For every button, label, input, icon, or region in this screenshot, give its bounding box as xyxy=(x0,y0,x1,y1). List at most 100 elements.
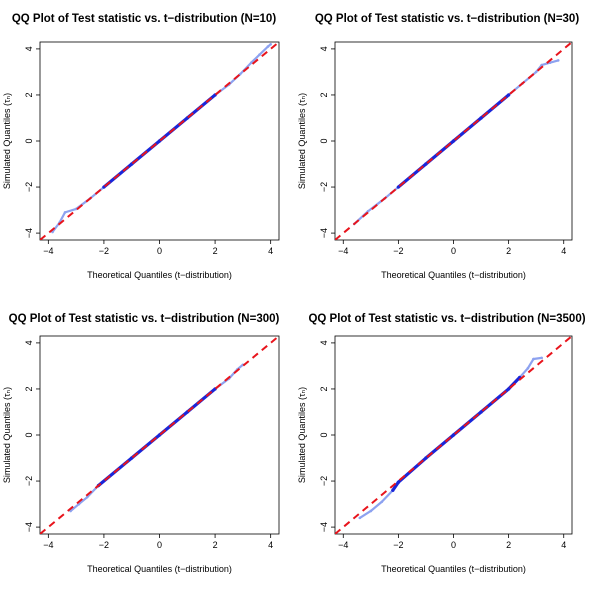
x-tick-label: −2 xyxy=(393,540,403,550)
x-tick-label: −2 xyxy=(393,246,403,256)
reference-line xyxy=(335,42,572,240)
y-tick-label: 2 xyxy=(24,92,34,97)
y-axis-label: Simulated Quantiles (τₙ) xyxy=(297,387,307,483)
qq-series-segment xyxy=(532,356,543,361)
qq-series-segment xyxy=(358,509,372,519)
qq-point xyxy=(258,53,261,56)
qq-point xyxy=(556,59,560,62)
qq-series-segment xyxy=(391,480,400,492)
y-axis-label: Simulated Quantiles (τₙ) xyxy=(2,387,12,483)
x-tick-label: 2 xyxy=(506,540,511,550)
x-tick-label: 2 xyxy=(506,246,511,256)
y-tick-label: 2 xyxy=(319,386,329,391)
x-tick-label: 4 xyxy=(268,246,273,256)
qq-point xyxy=(424,456,428,460)
x-axis-label: Theoretical Quantiles (t−distribution) xyxy=(87,564,232,574)
qq-point xyxy=(540,356,543,360)
qq-point xyxy=(451,139,456,143)
qq-point xyxy=(369,509,373,513)
y-tick-label: −4 xyxy=(319,522,329,532)
qq-series-segment xyxy=(518,367,530,379)
x-axis-label: Theoretical Quantiles (t−distribution) xyxy=(381,270,526,280)
plot-area xyxy=(40,336,279,534)
y-tick-label: 0 xyxy=(319,432,329,437)
panel-1: QQ Plot of Test statistic vs. t−distribu… xyxy=(2,13,280,280)
qq-series-segment xyxy=(369,500,383,513)
y-tick-label: 0 xyxy=(319,138,329,143)
qq-series-segment xyxy=(380,489,394,503)
qq-point xyxy=(391,488,395,492)
qq-point xyxy=(63,211,67,214)
y-tick-label: −2 xyxy=(24,476,34,486)
reference-line xyxy=(335,336,572,534)
plot-area xyxy=(335,42,572,240)
y-tick-label: −4 xyxy=(319,228,329,238)
chart-title: QQ Plot of Test statistic vs. t−distribu… xyxy=(308,313,585,325)
qq-point xyxy=(249,61,253,65)
x-tick-label: −2 xyxy=(99,246,109,256)
x-tick-label: −4 xyxy=(43,246,53,256)
panel-4: QQ Plot of Test statistic vs. t−distribu… xyxy=(297,313,586,574)
qq-series-segment xyxy=(258,45,269,56)
chart-title: QQ Plot of Test statistic vs. t−distribu… xyxy=(9,313,280,325)
qq-point xyxy=(507,387,511,391)
y-axis-label: Simulated Quantiles (τₙ) xyxy=(2,93,12,189)
qq-point xyxy=(526,366,530,370)
y-tick-label: −2 xyxy=(24,182,34,192)
reference-line xyxy=(40,336,279,534)
x-tick-label: −4 xyxy=(43,540,53,550)
y-axis-label: Simulated Quantiles (τₙ) xyxy=(297,93,307,189)
y-tick-label: −2 xyxy=(319,476,329,486)
qq-series-segment xyxy=(548,59,560,64)
x-tick-label: −2 xyxy=(99,540,109,550)
y-tick-label: 2 xyxy=(319,92,329,97)
qq-series-segment xyxy=(58,211,67,224)
qq-point xyxy=(269,43,272,46)
reference-line xyxy=(40,42,279,240)
x-axis-label: Theoretical Quantiles (t−distribution) xyxy=(87,270,232,280)
x-tick-label: 2 xyxy=(213,246,218,256)
x-tick-label: 4 xyxy=(561,540,566,550)
qq-point xyxy=(451,433,456,437)
qq-series-segment xyxy=(250,53,261,64)
y-tick-label: 4 xyxy=(24,340,34,345)
y-tick-label: 4 xyxy=(24,46,34,51)
y-tick-label: −2 xyxy=(319,182,329,192)
qq-point xyxy=(380,500,384,504)
qq-point xyxy=(266,45,270,48)
x-axis-label: Theoretical Quantiles (t−distribution) xyxy=(381,564,526,574)
x-tick-label: 0 xyxy=(451,246,456,256)
qq-point xyxy=(534,70,538,74)
x-tick-label: 0 xyxy=(157,540,162,550)
x-tick-label: −4 xyxy=(338,540,348,550)
x-tick-label: 4 xyxy=(268,540,273,550)
y-tick-label: 4 xyxy=(319,340,329,345)
qq-series-segment xyxy=(69,502,81,513)
plot-area xyxy=(335,336,572,534)
y-tick-label: −4 xyxy=(24,228,34,238)
qq-point xyxy=(532,357,535,361)
y-tick-label: −4 xyxy=(24,522,34,532)
qq-point xyxy=(479,116,483,120)
qq-point xyxy=(396,480,400,484)
y-tick-label: 0 xyxy=(24,138,34,143)
chart-title: QQ Plot of Test statistic vs. t−distribu… xyxy=(315,13,579,25)
chart-title: QQ Plot of Test statistic vs. t−distribu… xyxy=(12,13,276,25)
panel-2: QQ Plot of Test statistic vs. t−distribu… xyxy=(297,13,579,280)
qq-point xyxy=(358,516,362,520)
qq-series-segment xyxy=(77,496,89,506)
x-tick-label: 0 xyxy=(451,540,456,550)
x-tick-label: 0 xyxy=(157,246,162,256)
qq-point xyxy=(85,495,89,499)
y-tick-label: 2 xyxy=(24,386,34,391)
x-tick-label: 2 xyxy=(213,540,218,550)
qq-series-segment xyxy=(526,357,535,370)
x-tick-label: 4 xyxy=(561,246,566,256)
qq-point xyxy=(424,162,428,166)
panel-3: QQ Plot of Test statistic vs. t−distribu… xyxy=(2,313,280,574)
qq-point xyxy=(396,185,400,189)
y-tick-label: 0 xyxy=(24,432,34,437)
plot-area xyxy=(40,42,279,240)
qq-point xyxy=(479,410,483,414)
